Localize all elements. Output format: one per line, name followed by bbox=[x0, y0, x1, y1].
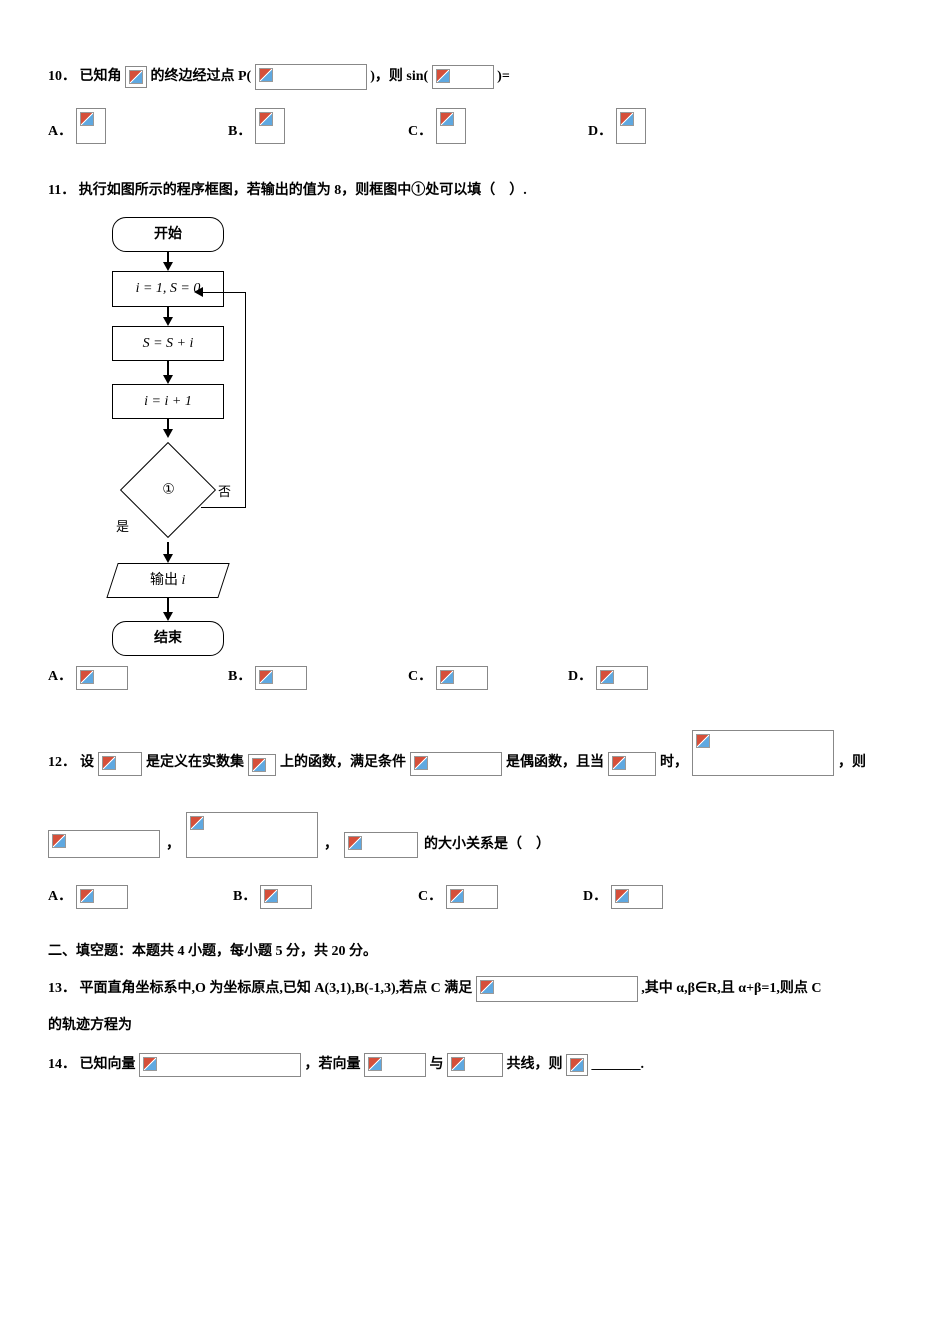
q14-t1: 已知向量 bbox=[80, 1057, 136, 1072]
q11-text: 执行如图所示的程序框图，若输出的值为 8，则框图中①处可以填（ ）. bbox=[79, 183, 527, 198]
q11-choice-a: A． bbox=[48, 664, 228, 689]
question-14: 14． 已知向量 ，若向量 与 共线，则 _______. bbox=[48, 1052, 902, 1077]
q11-choices: A． B． C． D． bbox=[48, 664, 902, 689]
broken-image-icon bbox=[344, 832, 418, 858]
q11-choice-d: D． bbox=[568, 664, 728, 689]
q11-choice-c: C． bbox=[408, 664, 568, 689]
q10-mid1: 的终边经过点 P( bbox=[151, 69, 252, 84]
broken-image-icon bbox=[98, 752, 142, 776]
section-2-header: 二、填空题：本题共 4 小题，每小题 5 分，共 20 分。 bbox=[48, 939, 902, 964]
q12-t9: 的大小关系是（ ） bbox=[424, 832, 550, 857]
broken-image-icon bbox=[447, 1053, 503, 1077]
q12-t7: ， bbox=[166, 832, 180, 857]
choice-label: A． bbox=[48, 884, 72, 909]
broken-image-icon bbox=[260, 885, 312, 909]
choice-label: D． bbox=[588, 119, 612, 144]
q14-t4: 共线，则 bbox=[507, 1057, 563, 1072]
q13-line2: 的轨迹方程为 bbox=[48, 1013, 902, 1038]
q12-choice-d: D． bbox=[583, 884, 748, 909]
broken-image-icon bbox=[410, 752, 502, 776]
question-10: 10． 已知角 的终边经过点 P( )，则 sin( )= bbox=[48, 64, 902, 90]
broken-image-icon bbox=[616, 108, 646, 144]
q12-t8: ， bbox=[324, 832, 338, 857]
broken-image-icon bbox=[125, 66, 147, 88]
question-13: 13． 平面直角坐标系中,O 为坐标原点,已知 A(3,1),B(-1,3),若… bbox=[48, 974, 902, 1005]
broken-image-icon bbox=[692, 730, 834, 776]
q13-number: 13． bbox=[48, 981, 76, 996]
choice-label: A． bbox=[48, 119, 72, 144]
question-12: 12． 设 是定义在实数集 上的函数，满足条件 是偶函数，且当 时， ，则 bbox=[48, 730, 902, 776]
broken-image-icon bbox=[186, 812, 318, 858]
q10-number: 10． bbox=[48, 69, 76, 84]
broken-image-icon bbox=[608, 752, 656, 776]
q10-choice-b: B． bbox=[228, 108, 408, 144]
choice-label: C． bbox=[418, 884, 442, 909]
broken-image-icon bbox=[248, 754, 276, 776]
broken-image-icon bbox=[76, 666, 128, 690]
choice-label: D． bbox=[568, 664, 592, 689]
flow-start: 开始 bbox=[112, 217, 224, 252]
q14-number: 14． bbox=[48, 1057, 76, 1072]
q12-t2: 是定义在实数集 bbox=[146, 750, 244, 775]
flow-loop-back bbox=[201, 292, 246, 508]
q12-number: 12． bbox=[48, 750, 76, 775]
q14-t3: 与 bbox=[430, 1057, 444, 1072]
flowchart: 开始 i = 1, S = 0 S = S + i i = i + 1 ① 是 … bbox=[68, 217, 268, 656]
q12-choice-b: B． bbox=[233, 884, 418, 909]
flow-output: 输出 i bbox=[106, 563, 229, 598]
q12-choice-c: C． bbox=[418, 884, 583, 909]
q11-number: 11． bbox=[48, 183, 75, 198]
q10-suffix: )= bbox=[497, 69, 510, 84]
q13-t1: 平面直角坐标系中,O 为坐标原点,已知 A(3,1),B(-1,3),若点 C … bbox=[80, 981, 473, 996]
flow-loop-arrow-icon bbox=[194, 287, 203, 297]
q10-choices: A． B． C． D． bbox=[48, 108, 902, 144]
q12-t3: 上的函数，满足条件 bbox=[280, 750, 406, 775]
q14-t2: ，若向量 bbox=[305, 1057, 361, 1072]
flow-yes-label: 是 bbox=[116, 515, 129, 538]
choice-label: D． bbox=[583, 884, 607, 909]
loop-merge-arrow bbox=[163, 317, 173, 326]
broken-image-icon bbox=[255, 108, 285, 144]
choice-label: B． bbox=[233, 884, 256, 909]
choice-label: B． bbox=[228, 119, 251, 144]
q12-t1: 设 bbox=[80, 750, 94, 775]
q12-line2: ， ， 的大小关系是（ ） bbox=[48, 812, 902, 858]
q10-mid2: )，则 sin( bbox=[370, 69, 428, 84]
q11-choice-b: B． bbox=[228, 664, 408, 689]
choice-label: A． bbox=[48, 664, 72, 689]
broken-image-icon bbox=[446, 885, 498, 909]
q12-t5: 时， bbox=[660, 750, 688, 775]
q12-choice-a: A． bbox=[48, 884, 233, 909]
broken-image-icon bbox=[611, 885, 663, 909]
q10-prefix: 已知角 bbox=[80, 69, 122, 84]
choice-label: B． bbox=[228, 664, 251, 689]
broken-image-icon bbox=[436, 666, 488, 690]
broken-image-icon bbox=[596, 666, 648, 690]
q12-t6: ，则 bbox=[838, 750, 866, 775]
q12-t4: 是偶函数，且当 bbox=[506, 750, 604, 775]
broken-image-icon bbox=[364, 1053, 426, 1077]
broken-image-icon bbox=[436, 108, 466, 144]
question-11: 11． 执行如图所示的程序框图，若输出的值为 8，则框图中①处可以填（ ）. bbox=[48, 178, 902, 203]
broken-image-icon bbox=[432, 65, 494, 89]
broken-image-icon bbox=[76, 885, 128, 909]
choice-label: C． bbox=[408, 664, 432, 689]
broken-image-icon bbox=[76, 108, 106, 144]
q10-choice-c: C． bbox=[408, 108, 588, 144]
choice-label: C． bbox=[408, 119, 432, 144]
q13-t2: ,其中 α,β∈R,且 α+β=1,则点 C bbox=[641, 981, 821, 996]
flow-end: 结束 bbox=[112, 621, 224, 656]
q14-blank: _______. bbox=[592, 1057, 645, 1072]
broken-image-icon bbox=[566, 1054, 588, 1076]
broken-image-icon bbox=[255, 666, 307, 690]
q10-choice-a: A． bbox=[48, 108, 228, 144]
q10-choice-d: D． bbox=[588, 108, 768, 144]
broken-image-icon bbox=[476, 976, 638, 1002]
broken-image-icon bbox=[48, 830, 160, 858]
broken-image-icon bbox=[139, 1053, 301, 1077]
broken-image-icon bbox=[255, 64, 367, 90]
q12-choices: A． B． C． D． bbox=[48, 884, 902, 909]
